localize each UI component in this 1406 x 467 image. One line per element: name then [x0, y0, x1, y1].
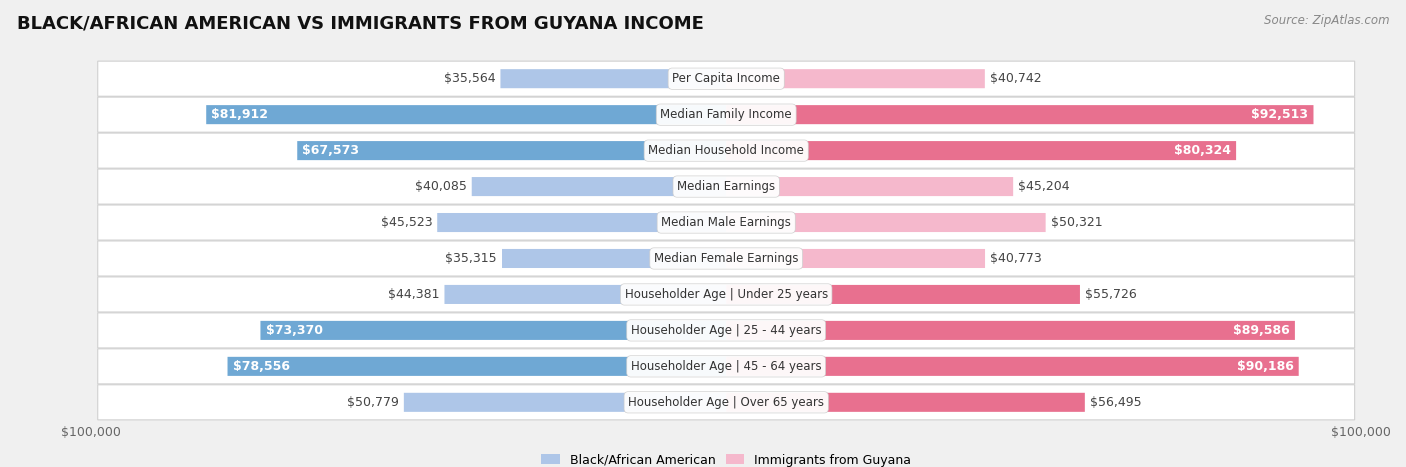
FancyBboxPatch shape: [207, 105, 727, 124]
Text: $92,513: $92,513: [1251, 108, 1309, 121]
FancyBboxPatch shape: [725, 141, 1236, 160]
Text: $45,523: $45,523: [381, 216, 432, 229]
FancyBboxPatch shape: [98, 97, 1354, 132]
FancyBboxPatch shape: [98, 241, 1354, 276]
FancyBboxPatch shape: [725, 177, 1014, 196]
Text: $40,085: $40,085: [415, 180, 467, 193]
Text: $35,315: $35,315: [446, 252, 496, 265]
Text: Median Family Income: Median Family Income: [661, 108, 792, 121]
Text: $40,773: $40,773: [990, 252, 1042, 265]
FancyBboxPatch shape: [725, 357, 1299, 376]
Text: $50,779: $50,779: [347, 396, 399, 409]
Text: Householder Age | 25 - 44 years: Householder Age | 25 - 44 years: [631, 324, 821, 337]
Text: Householder Age | Under 25 years: Householder Age | Under 25 years: [624, 288, 828, 301]
Text: Median Female Earnings: Median Female Earnings: [654, 252, 799, 265]
Text: $56,495: $56,495: [1090, 396, 1142, 409]
FancyBboxPatch shape: [725, 393, 1085, 412]
FancyBboxPatch shape: [297, 141, 727, 160]
FancyBboxPatch shape: [228, 357, 727, 376]
FancyBboxPatch shape: [98, 169, 1354, 204]
FancyBboxPatch shape: [725, 321, 1295, 340]
Text: BLACK/AFRICAN AMERICAN VS IMMIGRANTS FROM GUYANA INCOME: BLACK/AFRICAN AMERICAN VS IMMIGRANTS FRO…: [17, 14, 704, 32]
Text: $35,564: $35,564: [444, 72, 495, 85]
FancyBboxPatch shape: [501, 69, 727, 88]
Text: $44,381: $44,381: [388, 288, 440, 301]
Text: $55,726: $55,726: [1085, 288, 1137, 301]
FancyBboxPatch shape: [404, 393, 727, 412]
FancyBboxPatch shape: [444, 285, 727, 304]
Legend: Black/African American, Immigrants from Guyana: Black/African American, Immigrants from …: [536, 449, 917, 467]
FancyBboxPatch shape: [725, 249, 986, 268]
Text: $50,321: $50,321: [1050, 216, 1102, 229]
FancyBboxPatch shape: [725, 105, 1313, 124]
Text: Source: ZipAtlas.com: Source: ZipAtlas.com: [1264, 14, 1389, 27]
FancyBboxPatch shape: [98, 61, 1354, 96]
Text: $81,912: $81,912: [211, 108, 269, 121]
Text: $90,186: $90,186: [1237, 360, 1294, 373]
Text: Median Male Earnings: Median Male Earnings: [661, 216, 792, 229]
FancyBboxPatch shape: [725, 69, 984, 88]
Text: $40,742: $40,742: [990, 72, 1042, 85]
FancyBboxPatch shape: [98, 133, 1354, 168]
Text: $78,556: $78,556: [232, 360, 290, 373]
FancyBboxPatch shape: [98, 277, 1354, 312]
Text: Householder Age | 45 - 64 years: Householder Age | 45 - 64 years: [631, 360, 821, 373]
Text: Median Household Income: Median Household Income: [648, 144, 804, 157]
Text: $67,573: $67,573: [302, 144, 360, 157]
Text: Median Earnings: Median Earnings: [678, 180, 775, 193]
FancyBboxPatch shape: [437, 213, 727, 232]
FancyBboxPatch shape: [98, 385, 1354, 420]
Text: $45,204: $45,204: [1018, 180, 1070, 193]
Text: Per Capita Income: Per Capita Income: [672, 72, 780, 85]
Text: $89,586: $89,586: [1233, 324, 1289, 337]
Text: Householder Age | Over 65 years: Householder Age | Over 65 years: [628, 396, 824, 409]
FancyBboxPatch shape: [260, 321, 727, 340]
FancyBboxPatch shape: [98, 313, 1354, 348]
FancyBboxPatch shape: [502, 249, 727, 268]
FancyBboxPatch shape: [98, 349, 1354, 384]
Text: $73,370: $73,370: [266, 324, 322, 337]
FancyBboxPatch shape: [472, 177, 727, 196]
FancyBboxPatch shape: [98, 205, 1354, 240]
Text: $80,324: $80,324: [1174, 144, 1232, 157]
FancyBboxPatch shape: [725, 213, 1046, 232]
FancyBboxPatch shape: [725, 285, 1080, 304]
